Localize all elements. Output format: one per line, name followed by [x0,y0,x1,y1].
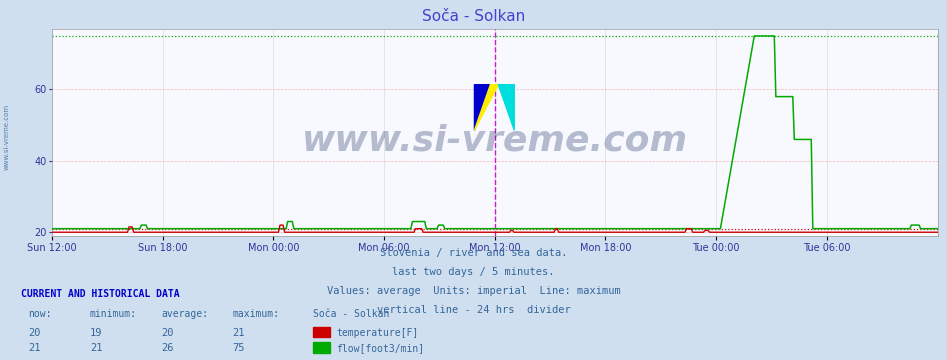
Text: temperature[F]: temperature[F] [336,328,419,338]
Text: 21: 21 [28,343,41,353]
Text: 26: 26 [161,343,173,353]
Text: 21: 21 [232,328,244,338]
Text: 19: 19 [90,328,102,338]
Text: Soča - Solkan: Soča - Solkan [421,9,526,24]
Text: Values: average  Units: imperial  Line: maximum: Values: average Units: imperial Line: ma… [327,286,620,296]
Text: vertical line - 24 hrs  divider: vertical line - 24 hrs divider [377,305,570,315]
Polygon shape [474,85,498,130]
Text: Soča - Solkan: Soča - Solkan [313,309,389,319]
Text: 21: 21 [90,343,102,353]
Text: www.si-vreme.com: www.si-vreme.com [302,123,688,158]
Text: 20: 20 [28,328,41,338]
Text: CURRENT AND HISTORICAL DATA: CURRENT AND HISTORICAL DATA [21,289,180,299]
Text: average:: average: [161,309,208,319]
Text: maximum:: maximum: [232,309,279,319]
Text: minimum:: minimum: [90,309,137,319]
Text: 75: 75 [232,343,244,353]
Text: Slovenia / river and sea data.: Slovenia / river and sea data. [380,248,567,258]
Text: flow[foot3/min]: flow[foot3/min] [336,343,424,353]
Polygon shape [498,85,514,130]
Text: now:: now: [28,309,52,319]
Polygon shape [474,85,491,130]
Text: last two days / 5 minutes.: last two days / 5 minutes. [392,267,555,277]
Text: 20: 20 [161,328,173,338]
Text: www.si-vreme.com: www.si-vreme.com [4,104,9,170]
